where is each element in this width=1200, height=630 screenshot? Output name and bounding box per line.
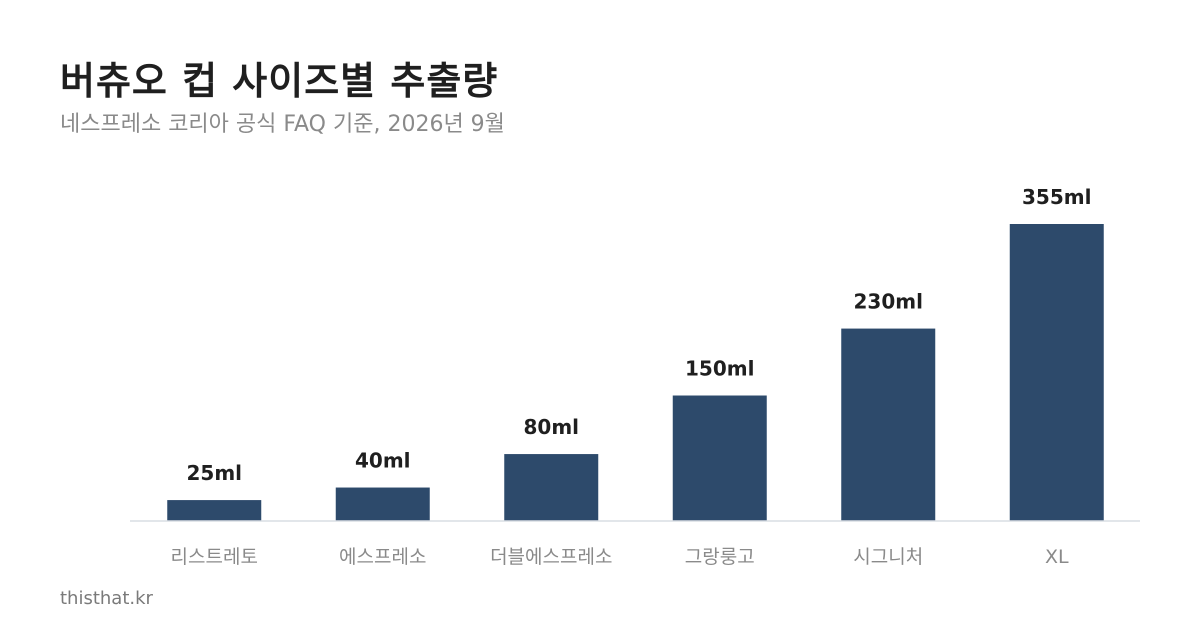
- value-label-1: 25ml: [186, 461, 242, 485]
- bar-1: [167, 500, 262, 521]
- category-label-4: 그랑룽고: [685, 546, 755, 568]
- category-label-3: 더블에스프레소: [490, 546, 612, 568]
- value-label-4: 150ml: [685, 357, 754, 381]
- bars-layer: 25ml 리스트레토 40ml 에스프레소 80ml 더블에스프레소 150ml 그랑룽고 23…: [167, 185, 1104, 568]
- category-label-1: 리스트레토: [171, 546, 258, 568]
- bar-6: [1009, 224, 1104, 521]
- chart-title: 버츄오 컵 사이즈별 추출량: [60, 59, 499, 103]
- category-label-5: 시그니처: [853, 546, 923, 568]
- value-label-3: 80ml: [523, 415, 579, 439]
- value-label-2: 40ml: [355, 449, 411, 473]
- bar-2: [335, 487, 430, 521]
- source-footer: thisthat.kr: [60, 588, 153, 609]
- category-label-2: 에스프레소: [339, 546, 426, 568]
- bar-4: [672, 395, 767, 521]
- category-label-6: XL: [1045, 546, 1069, 568]
- bar-5: [841, 328, 936, 521]
- value-label-6: 355ml: [1022, 185, 1091, 209]
- value-label-5: 230ml: [854, 290, 923, 314]
- chart-subtitle: 네스프레소 코리아 공식 FAQ 기준, 2026년 9월: [60, 112, 505, 137]
- bar-3: [504, 454, 599, 521]
